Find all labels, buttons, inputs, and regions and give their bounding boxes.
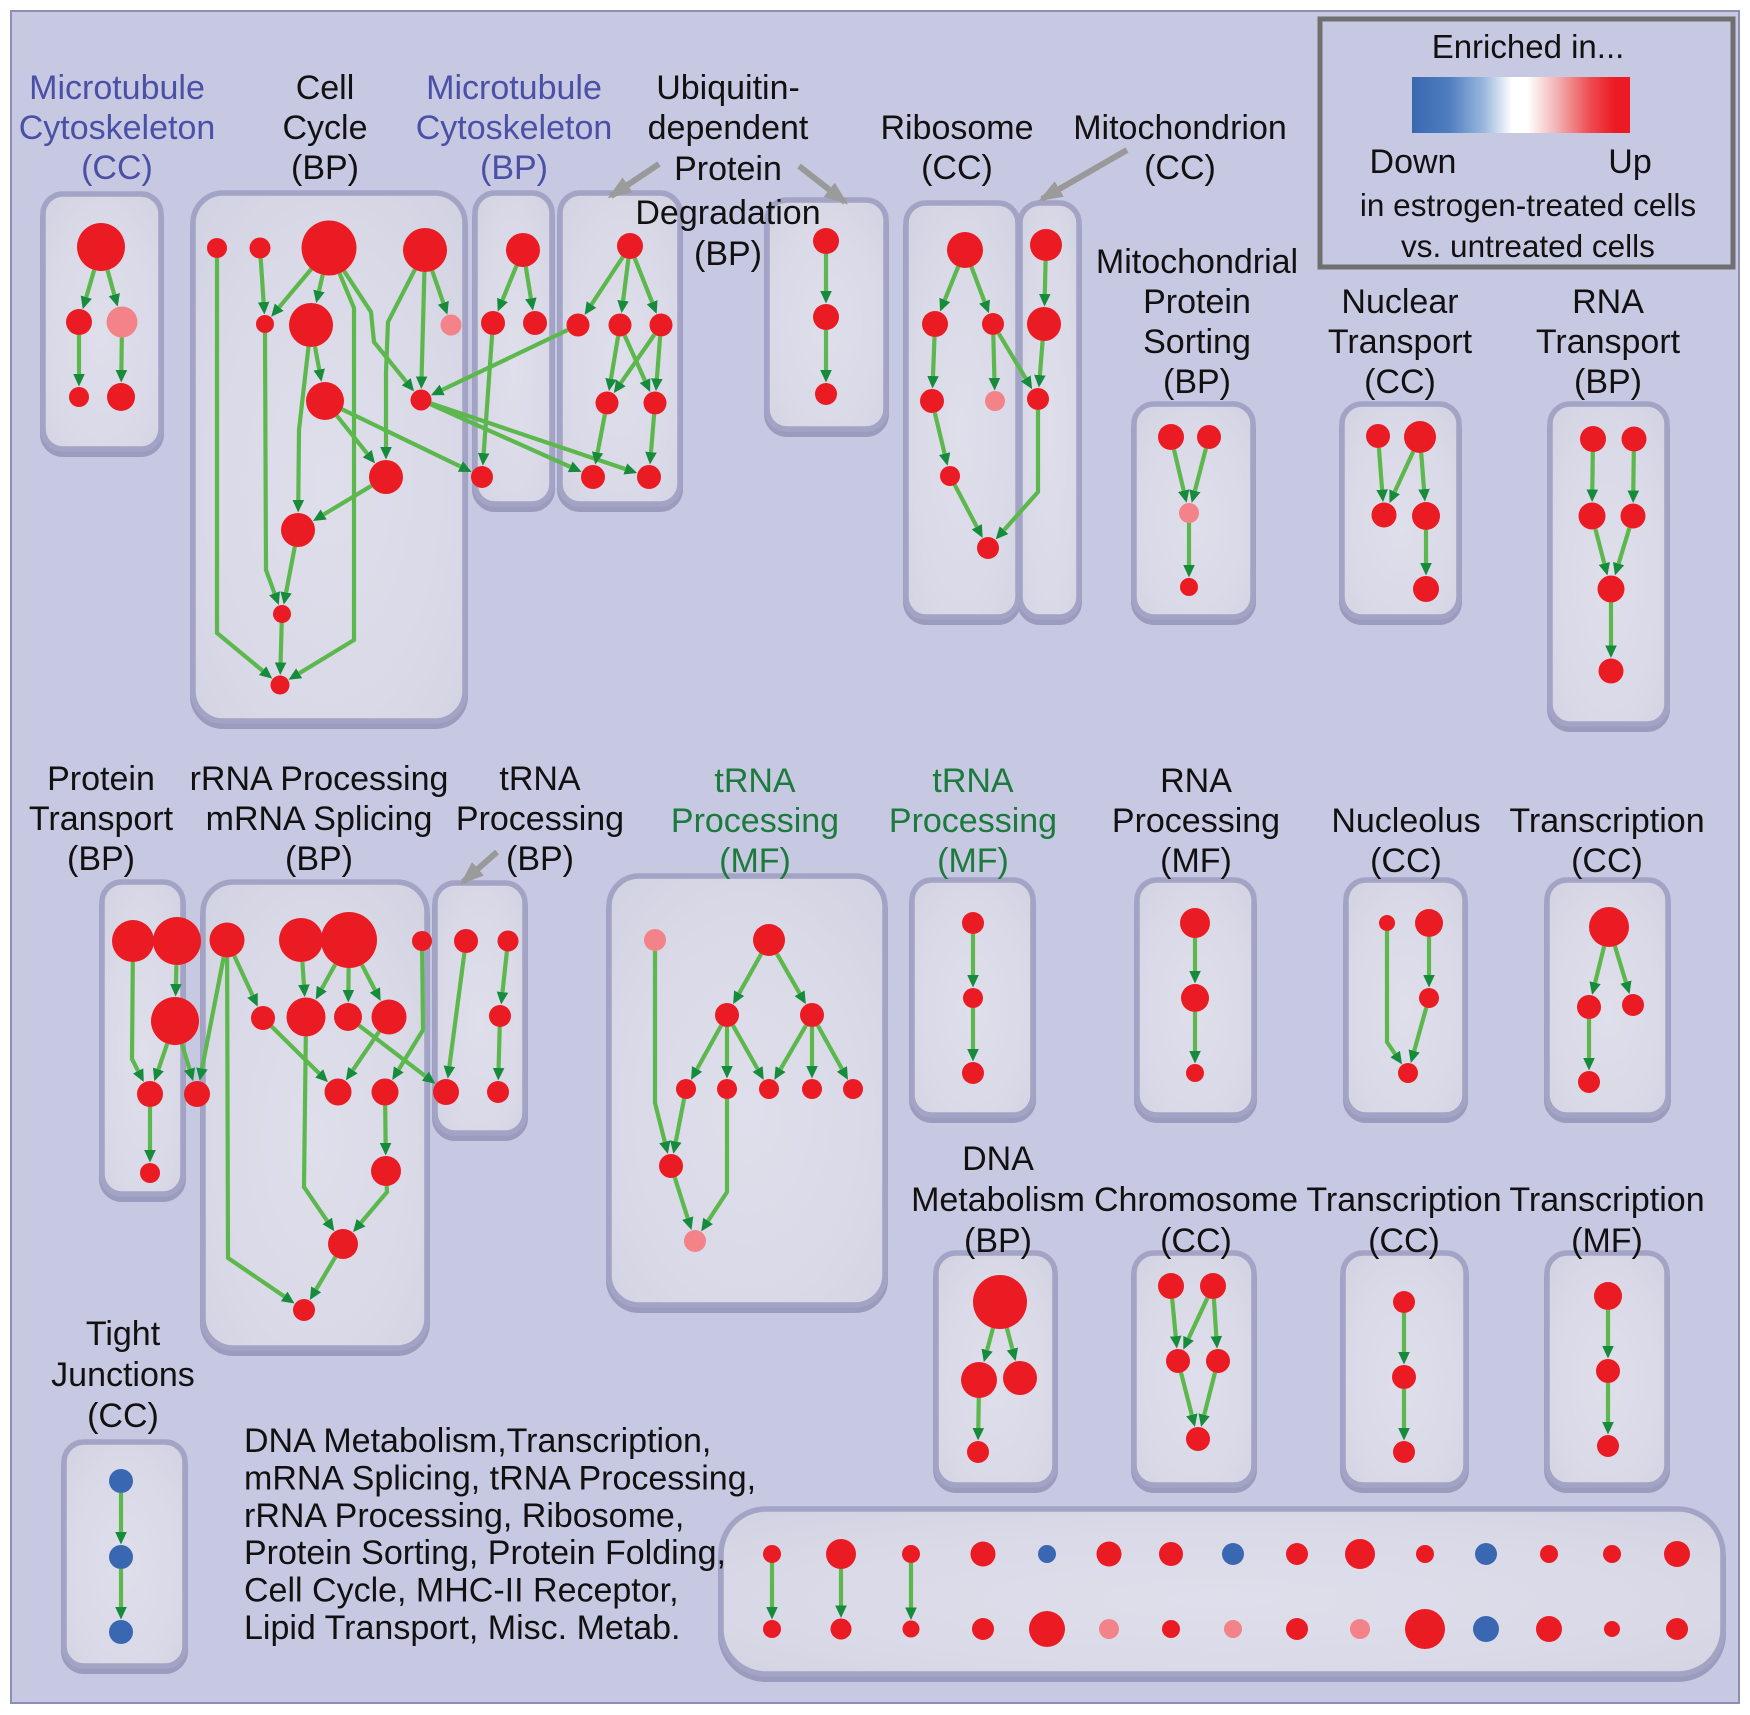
svg-text:(MF): (MF) [937,842,1009,880]
svg-text:tRNA: tRNA [714,762,796,800]
svg-text:vs. untreated cells: vs. untreated cells [1401,228,1655,264]
svg-text:Protein: Protein [1143,283,1251,321]
svg-text:(CC): (CC) [1160,1222,1232,1260]
svg-text:Transport: Transport [1328,323,1473,361]
svg-text:(BP): (BP) [67,840,135,878]
svg-text:Microtubule: Microtubule [426,69,602,107]
svg-text:Down: Down [1370,143,1457,181]
svg-text:(CC): (CC) [1370,842,1442,880]
svg-text:Metabolism: Metabolism [911,1181,1085,1219]
svg-text:(CC): (CC) [1144,149,1216,187]
svg-text:rRNA Processing: rRNA Processing [190,760,449,798]
svg-text:rRNA Processing, Ribosome,: rRNA Processing, Ribosome, [244,1497,684,1535]
svg-text:(BP): (BP) [506,840,574,878]
svg-text:Mitochondrial: Mitochondrial [1096,243,1298,281]
svg-text:mRNA Splicing, tRNA Processing: mRNA Splicing, tRNA Processing, [244,1459,756,1497]
svg-text:(CC): (CC) [921,149,993,187]
svg-text:dependent: dependent [648,109,809,147]
svg-text:Ubiquitin-: Ubiquitin- [656,69,800,107]
svg-text:Processing: Processing [1112,802,1280,840]
svg-text:Up: Up [1608,143,1651,181]
svg-text:tRNA: tRNA [499,760,581,798]
svg-text:(CC): (CC) [1571,842,1643,880]
svg-text:Processing: Processing [456,800,624,838]
svg-text:tRNA: tRNA [932,762,1014,800]
svg-text:RNA: RNA [1160,762,1232,800]
svg-text:Enriched in...: Enriched in... [1432,28,1625,65]
svg-text:Lipid Transport, Misc. Metab.: Lipid Transport, Misc. Metab. [244,1609,681,1647]
svg-text:Protein: Protein [47,760,155,798]
svg-text:DNA Metabolism,Transcription,: DNA Metabolism,Transcription, [244,1422,711,1460]
svg-text:Ribosome: Ribosome [880,109,1033,147]
svg-text:(BP): (BP) [291,149,359,187]
svg-text:Cytoskeleton: Cytoskeleton [19,109,216,147]
svg-text:Nuclear: Nuclear [1341,283,1458,321]
svg-text:Cytoskeleton: Cytoskeleton [416,109,613,147]
svg-text:mRNA Splicing: mRNA Splicing [206,800,433,838]
svg-text:Mitochondrion: Mitochondrion [1073,109,1287,147]
svg-text:(BP): (BP) [1574,363,1642,401]
svg-text:Transport: Transport [1536,323,1681,361]
svg-text:(CC): (CC) [1364,363,1436,401]
svg-text:(CC): (CC) [87,1397,159,1435]
svg-text:(BP): (BP) [285,840,353,878]
svg-text:Processing: Processing [889,802,1057,840]
svg-text:Nucleolus: Nucleolus [1331,802,1480,840]
svg-text:DNA: DNA [962,1140,1034,1178]
svg-text:(MF): (MF) [1571,1222,1643,1260]
svg-text:Cell Cycle, MHC-II Receptor,: Cell Cycle, MHC-II Receptor, [244,1572,679,1610]
svg-text:Protein: Protein [674,150,782,188]
svg-text:(MF): (MF) [719,842,791,880]
svg-text:Cell: Cell [296,69,355,107]
svg-text:Transcription: Transcription [1509,1181,1704,1219]
svg-text:Processing: Processing [671,802,839,840]
svg-text:Tight: Tight [86,1315,161,1353]
svg-text:(BP): (BP) [694,235,762,273]
svg-text:(BP): (BP) [480,149,548,187]
svg-text:RNA: RNA [1572,283,1644,321]
svg-text:Junctions: Junctions [51,1356,195,1394]
svg-text:Degradation: Degradation [635,194,820,232]
svg-text:(BP): (BP) [1163,363,1231,401]
svg-text:(MF): (MF) [1160,842,1232,880]
svg-text:Chromosome: Chromosome [1094,1181,1298,1219]
svg-text:Transcription: Transcription [1509,802,1704,840]
svg-text:(BP): (BP) [964,1222,1032,1260]
svg-text:(CC): (CC) [1368,1222,1440,1260]
svg-text:Protein Sorting, Protein Foldi: Protein Sorting, Protein Folding, [244,1534,726,1572]
svg-text:Sorting: Sorting [1143,323,1251,361]
svg-text:Transcription: Transcription [1306,1181,1501,1219]
svg-text:Microtubule: Microtubule [29,69,205,107]
svg-text:in estrogen-treated cells: in estrogen-treated cells [1360,187,1696,223]
svg-text:(CC): (CC) [81,149,153,187]
svg-text:Cycle: Cycle [282,109,367,147]
svg-text:Transport: Transport [29,800,174,838]
